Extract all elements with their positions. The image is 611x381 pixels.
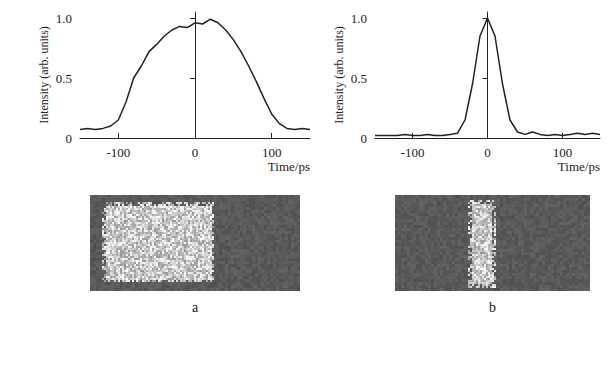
svg-text:Intensity (arb. units): Intensity (arb. units) (332, 26, 346, 124)
svg-text:0: 0 (192, 145, 199, 160)
svg-text:1.0: 1.0 (56, 11, 72, 26)
svg-text:100: 100 (553, 145, 573, 160)
svg-text:0: 0 (361, 131, 368, 146)
svg-text:100: 100 (262, 145, 282, 160)
svg-text:-100: -100 (401, 145, 425, 160)
svg-text:0: 0 (484, 145, 491, 160)
svg-text:-100: -100 (106, 145, 130, 160)
svg-text:0.5: 0.5 (351, 71, 367, 86)
svg-text:0.5: 0.5 (56, 71, 72, 86)
svg-text:a: a (192, 300, 199, 315)
svg-text:b: b (489, 300, 496, 315)
svg-text:1.0: 1.0 (351, 11, 367, 26)
svg-text:0: 0 (66, 131, 73, 146)
svg-text:Intensity (arb. units): Intensity (arb. units) (37, 26, 51, 124)
svg-text:Time/ps: Time/ps (268, 159, 310, 174)
svg-text:Time/ps: Time/ps (558, 159, 600, 174)
